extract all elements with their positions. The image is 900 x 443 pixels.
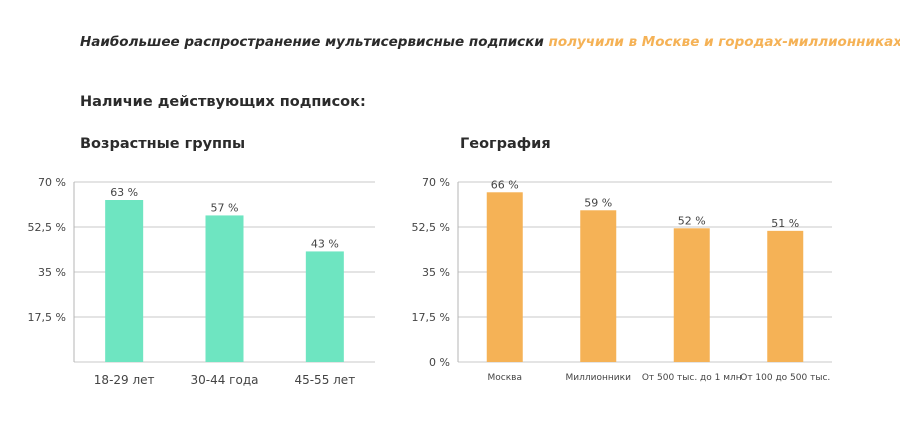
geo-chart-title: География (460, 136, 551, 152)
bar (486, 192, 523, 362)
category-label: Миллионники (566, 373, 632, 383)
bar-value-label: 57 % (211, 201, 239, 214)
geography-bar-chart: 0 % 17,5 % 35 % 52,5 % 70 % 66 % Москва 59 % Мил… (412, 176, 832, 383)
category-label: 45-55 лет (294, 373, 355, 387)
y-tick-label: 70 % (38, 176, 66, 189)
category-label: Москва (488, 373, 522, 383)
category-label: 18-29 лет (94, 373, 155, 387)
bar-value-label: 59 % (584, 196, 612, 209)
headline-main: Наибольшее распространение мультисервисн… (80, 34, 544, 50)
bar-value-label: 51 % (771, 217, 799, 230)
bar (673, 228, 710, 362)
subhead: Наличие действующих подписок: (80, 94, 366, 110)
bar-value-label: 66 % (491, 178, 519, 191)
bar (580, 210, 617, 362)
bar-value-label: 52 % (678, 214, 706, 227)
headline: Наибольшее распространение мультисервисн… (80, 34, 900, 50)
y-tick-label: 17,5 % (412, 311, 450, 324)
y-tick-label: 52,5 % (412, 221, 450, 234)
category-label: 30-44 года (191, 373, 259, 387)
y-tick-label: 70 % (422, 176, 450, 189)
y-tick-label: 17,5 % (28, 311, 66, 324)
age-groups-bar-chart: 17,5 % 35 % 52,5 % 70 % 63 % 18-29 лет 57 % 30-… (28, 176, 375, 387)
headline-accent: получили в Москве и городах-миллионниках (548, 34, 900, 50)
category-label: От 500 тыс. до 1 млн (642, 373, 742, 383)
y-tick-label: 52,5 % (28, 221, 66, 234)
category-label: От 100 до 500 тыс. (740, 373, 830, 383)
y-tick-label: 0 % (429, 356, 450, 369)
bar (105, 200, 144, 362)
bar (305, 251, 344, 362)
bar-value-label: 43 % (311, 237, 339, 250)
y-tick-label: 35 % (38, 266, 66, 279)
bar-value-label: 63 % (110, 186, 138, 199)
bar (767, 230, 804, 362)
age-chart-title: Возрастные группы (80, 136, 246, 152)
bar (205, 215, 244, 362)
y-tick-label: 35 % (422, 266, 450, 279)
